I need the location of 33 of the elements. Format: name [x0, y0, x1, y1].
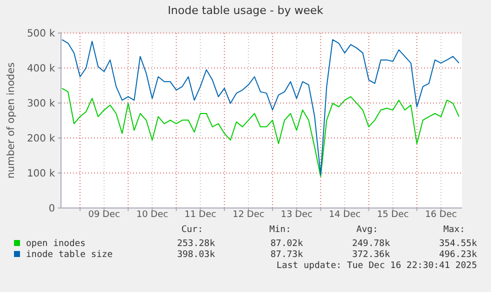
x-tick-label: 14 Dec	[328, 210, 361, 220]
y-tick-label: 400 k	[26, 64, 56, 74]
x-tick-label: 12 Dec	[232, 210, 264, 220]
text: 87.02k	[270, 239, 304, 249]
text: 372.36k	[352, 250, 391, 260]
y-axis-title: number of open inodes	[6, 62, 17, 179]
legend-label: inode table size	[26, 250, 113, 260]
text: Min:	[269, 225, 291, 235]
text: Avg:	[356, 225, 378, 235]
y-tick-label: 500 k	[26, 28, 56, 40]
text: 354.55k	[439, 239, 478, 249]
text: 249.78k	[352, 239, 391, 249]
text: Last update: Tue Dec 16 22:30:41 2025	[276, 261, 477, 271]
y-tick-label: 300 k	[26, 98, 56, 110]
text: 398.03k	[177, 250, 216, 260]
x-tick-label: 13 Dec	[280, 210, 312, 220]
text: Cur:	[181, 225, 203, 235]
text: 496.23k	[439, 250, 478, 260]
text: Max:	[443, 225, 465, 235]
x-tick-label: 09 Dec	[88, 210, 120, 220]
y-tick-label: 0	[48, 204, 55, 214]
x-tick-label: 16 Dec	[425, 210, 457, 220]
legend-label: open inodes	[26, 239, 86, 249]
line-series	[62, 39, 460, 176]
text: 253.28k	[177, 239, 216, 249]
y-tick-label: 200 k	[26, 134, 56, 144]
y-tick-label: 100 k	[26, 168, 56, 180]
line-series	[62, 88, 460, 177]
text: 87.73k	[270, 250, 304, 260]
x-tick-label: 10 Dec	[136, 210, 168, 220]
x-tick-label: 11 Dec	[184, 210, 216, 220]
x-tick-label: 15 Dec	[376, 210, 409, 220]
chart-title: Inode table usage - by week	[168, 4, 324, 17]
